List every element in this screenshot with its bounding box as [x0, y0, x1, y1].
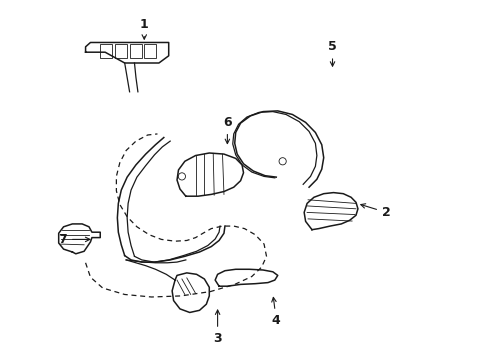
Bar [129, 44, 142, 58]
Text: 3: 3 [213, 310, 222, 345]
Text: 2: 2 [360, 204, 390, 219]
Bar [100, 44, 112, 58]
Text: 1: 1 [140, 18, 148, 39]
Text: 4: 4 [271, 297, 280, 327]
Text: 5: 5 [327, 40, 336, 66]
Text: 6: 6 [223, 116, 231, 144]
Text: 7: 7 [58, 233, 90, 246]
Bar [115, 44, 127, 58]
Bar [144, 44, 156, 58]
